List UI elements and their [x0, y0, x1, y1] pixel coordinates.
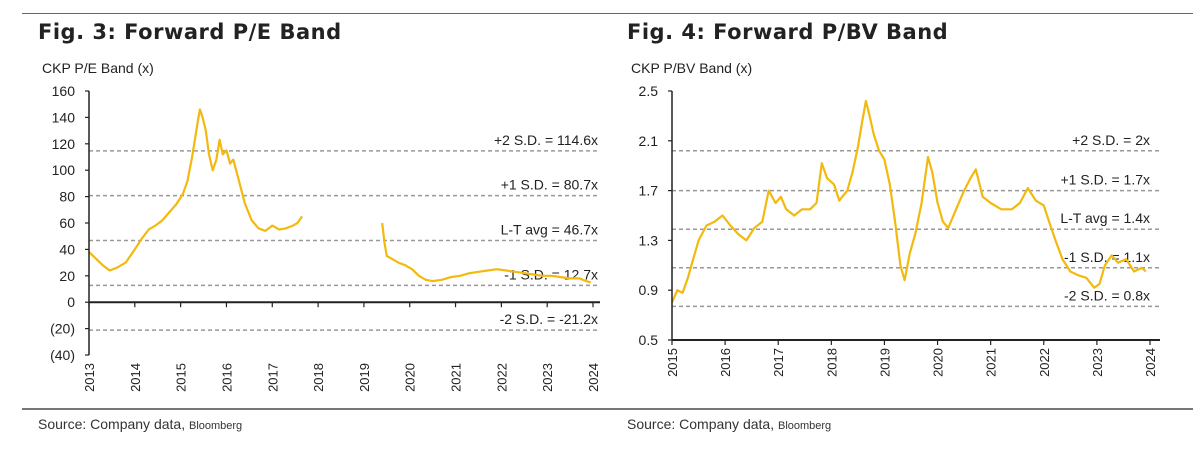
- y-tick-label: 60: [59, 215, 75, 231]
- x-tick-label: 2018: [311, 363, 326, 392]
- band-label: +2 S.D. = 114.6x: [494, 132, 598, 148]
- source-small: Bloomberg: [188, 420, 243, 432]
- x-tick-label: 2024: [586, 363, 601, 392]
- band-label: +1 S.D. = 1.7x: [1061, 172, 1151, 188]
- x-tick-label: 2013: [82, 363, 97, 392]
- source-text: Source: Company data,: [38, 416, 186, 432]
- source-text: Source: Company data,: [627, 416, 775, 432]
- source-note-pe: Source: Company data, Bloomberg: [38, 416, 242, 432]
- band-label: +1 S.D. = 80.7x: [501, 177, 598, 193]
- x-tick-label: 2015: [174, 363, 189, 392]
- band-label: -1 S.D. = 1.1x: [1064, 249, 1150, 265]
- x-tick-label: 2023: [1090, 348, 1105, 377]
- y-tick-label: 1.7: [639, 183, 659, 199]
- band-label: -2 S.D. = 0.8x: [1064, 287, 1150, 303]
- y-tick-label: 0.9: [639, 282, 659, 298]
- x-tick-label: 2016: [219, 363, 234, 392]
- chart-title-pbv: Fig. 4: Forward P/BV Band: [627, 20, 949, 44]
- x-tick-label: 2024: [1143, 348, 1158, 377]
- y-tick-label: (20): [50, 321, 75, 337]
- x-tick-label: 2016: [718, 348, 733, 377]
- y-tick-label: 20: [59, 268, 75, 284]
- top-rule-right: [600, 13, 1193, 14]
- y-tick-label: 120: [52, 136, 76, 152]
- x-tick-label: 2018: [824, 348, 839, 377]
- y-tick-label: 140: [52, 109, 76, 125]
- series-line: [381, 222, 591, 284]
- x-tick-label: 2021: [449, 363, 464, 392]
- top-rule-left: [22, 13, 600, 14]
- chart-ylabel-pbv: CKP P/BV Band (x): [631, 60, 753, 76]
- source-small: Bloomberg: [777, 420, 832, 432]
- x-tick-label: 2022: [494, 363, 509, 392]
- x-tick-label: 2017: [771, 348, 786, 377]
- chart-title-pe: Fig. 3: Forward P/E Band: [38, 20, 342, 44]
- band-label: -2 S.D. = -21.2x: [500, 311, 598, 327]
- band-label: +2 S.D. = 2x: [1072, 132, 1150, 148]
- y-tick-label: 100: [52, 162, 76, 178]
- x-tick-label: 2021: [984, 348, 999, 377]
- series-line: [88, 108, 304, 272]
- source-note-pbv: Source: Company data, Bloomberg: [627, 416, 831, 432]
- band-label: L-T avg = 46.7x: [501, 222, 598, 238]
- x-tick-label: 2017: [265, 363, 280, 392]
- x-tick-label: 2014: [128, 363, 143, 392]
- y-tick-label: 160: [52, 83, 76, 99]
- x-tick-label: 2023: [540, 363, 555, 392]
- y-tick-label: 0.5: [639, 332, 659, 348]
- y-tick-label: 2.1: [639, 133, 659, 149]
- y-tick-label: 2.5: [639, 83, 659, 99]
- x-tick-label: 2022: [1037, 348, 1052, 377]
- band-label: L-T avg = 1.4x: [1060, 210, 1150, 226]
- x-tick-label: 2015: [665, 348, 680, 377]
- y-tick-label: 40: [59, 241, 75, 257]
- y-tick-label: 0: [67, 294, 75, 310]
- x-tick-label: 2020: [931, 348, 946, 377]
- y-tick-label: 1.3: [639, 232, 659, 248]
- bottom-rule: [22, 408, 1193, 410]
- y-tick-label: 80: [59, 189, 75, 205]
- x-tick-label: 2020: [403, 363, 418, 392]
- x-tick-label: 2019: [357, 363, 372, 392]
- y-tick-label: (40): [50, 347, 75, 363]
- chart-ylabel-pe: CKP P/E Band (x): [42, 60, 154, 76]
- x-tick-label: 2019: [877, 348, 892, 377]
- series-line: [670, 99, 1147, 304]
